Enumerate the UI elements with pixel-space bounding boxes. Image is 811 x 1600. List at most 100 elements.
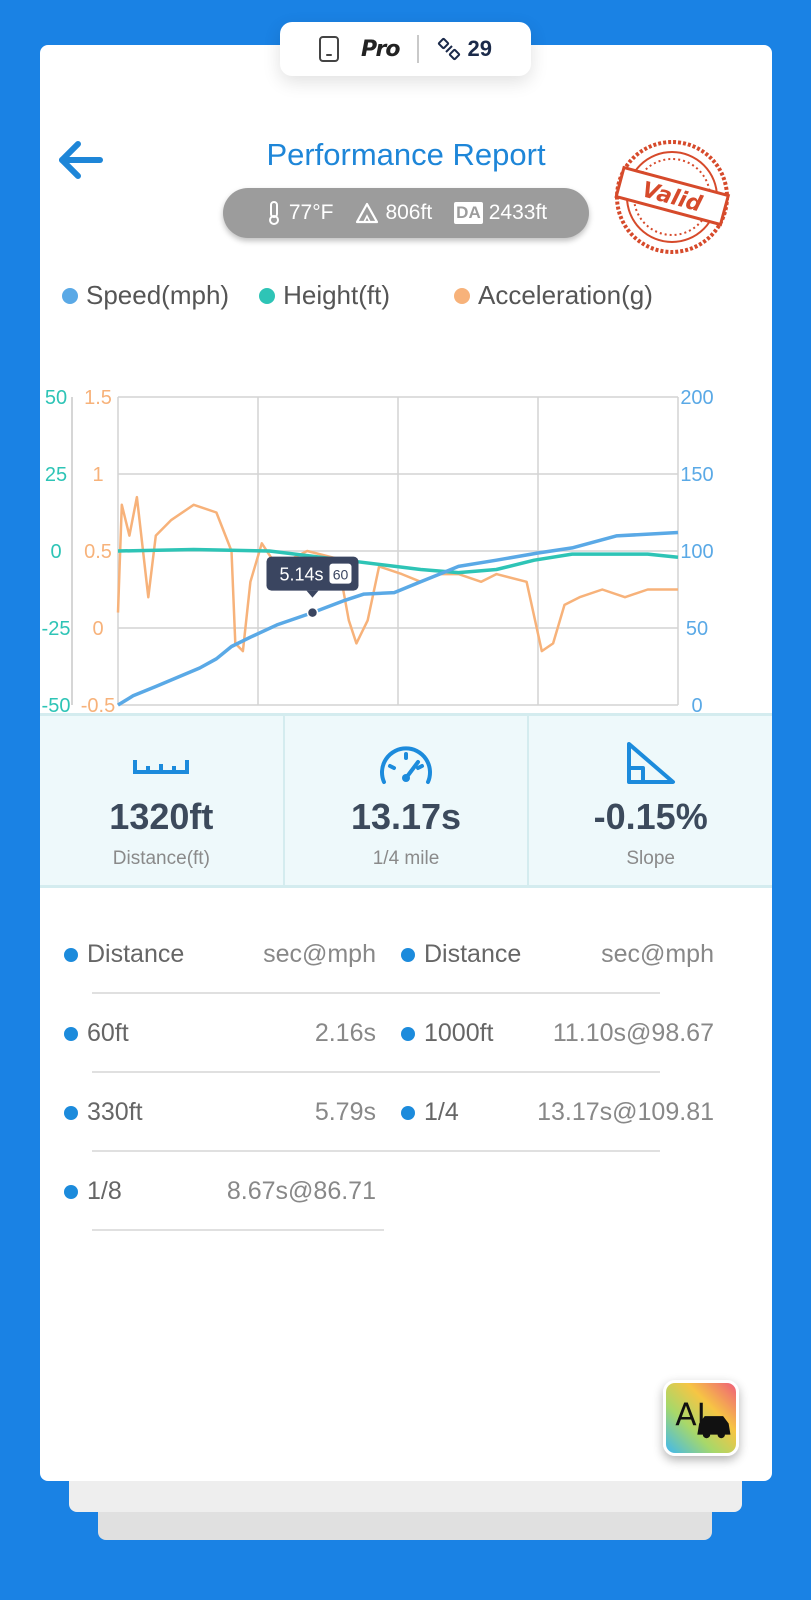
acceleration-axis-tick-label: 0.5 xyxy=(84,541,112,563)
split-distance: 1000ft xyxy=(424,1019,494,1047)
tooltip-time: 5.14s xyxy=(279,565,323,585)
conditions-pill: 77°F 806ft DA 2433ft xyxy=(223,188,589,238)
back-arrow-icon[interactable] xyxy=(54,137,106,183)
acceleration-axis-tick-label: 1.5 xyxy=(84,387,112,409)
series-line-acceleration-g xyxy=(116,495,678,653)
split-time: 2.16s xyxy=(314,1019,376,1047)
split-cell: 60ft 2.16s xyxy=(64,994,376,1073)
header-distance: Distance xyxy=(424,940,522,968)
chart-legend: Speed(mph) Height(ft) Acceleration(g) xyxy=(62,280,653,311)
speed-axis-tick-label: 150 xyxy=(680,464,713,486)
legend-dot xyxy=(259,287,276,304)
header-distance: Distance xyxy=(87,940,185,968)
temperature-value: 77°F xyxy=(288,201,334,224)
legend-label: Speed(mph) xyxy=(86,280,230,310)
table-row: 60ft 2.16s 1000ft 11.10s@98.67 xyxy=(62,994,752,1073)
legend-label: Acceleration(g) xyxy=(478,280,653,310)
header-time: sec@mph xyxy=(263,940,376,968)
stat-label: 1/4 mile xyxy=(372,848,440,869)
ruler-icon xyxy=(133,760,190,774)
table-row: 330ft 5.79s 1/4 13.17s@109.81 xyxy=(62,1073,752,1152)
legend-item-height[interactable]: Height(ft) xyxy=(259,280,390,311)
legend-label: Height(ft) xyxy=(283,280,390,310)
thermometer-icon xyxy=(268,201,279,225)
ai-assistant-button[interactable]: AI xyxy=(663,1380,739,1456)
row-divider xyxy=(92,992,660,994)
tooltip-marker xyxy=(306,606,319,619)
speed-axis-tick-label: 200 xyxy=(680,387,713,409)
speed-axis-tick-label: 50 xyxy=(686,618,708,640)
split-cell: 1000ft 11.10s@98.67 xyxy=(401,994,714,1073)
bullet-icon xyxy=(64,1026,78,1041)
bullet-icon xyxy=(64,1184,78,1199)
acceleration-axis-tick-label: 1 xyxy=(92,464,103,486)
altitude-value: 806ft xyxy=(385,201,433,224)
stat-label: Distance(ft) xyxy=(112,848,210,869)
legend-item-speed[interactable]: Speed(mph) xyxy=(62,280,229,311)
stat-label: Slope xyxy=(626,848,675,869)
bullet-icon xyxy=(64,1105,78,1120)
split-time: 5.79s xyxy=(314,1098,376,1126)
valid-stamp-icon: Valid xyxy=(614,140,731,254)
acceleration-axis-tick-label: -0.5 xyxy=(81,695,115,713)
header-cell-right: Distance sec@mph xyxy=(401,915,714,994)
series-line-speed-mph xyxy=(117,530,679,707)
page-title: Performance Report xyxy=(266,137,546,172)
height-axis-tick-label: 50 xyxy=(45,387,67,409)
tooltip-speed: 60 xyxy=(333,567,349,583)
slope-icon xyxy=(626,742,675,784)
stat-value: 13.17s xyxy=(350,796,462,837)
speed-axis-tick-label: 0 xyxy=(691,695,702,713)
legend-dot xyxy=(62,287,78,304)
bullet-icon xyxy=(64,947,78,962)
height-axis-tick-label: -50 xyxy=(42,695,71,713)
row-divider xyxy=(92,1071,660,1073)
status-pill: Pro 29 xyxy=(280,22,531,76)
split-distance: 1/4 xyxy=(424,1098,459,1126)
splits-table: Distance sec@mph Distance sec@mph 60ft 2… xyxy=(62,915,752,1231)
stat-value: -0.15% xyxy=(593,796,708,837)
height-axis-tick-label: 0 xyxy=(50,541,61,563)
table-header-row: Distance sec@mph Distance sec@mph xyxy=(62,915,752,994)
pro-badge: Pro xyxy=(361,36,400,62)
tooltip-speed-badge xyxy=(329,563,352,584)
split-cell: 1/4 13.17s@109.81 xyxy=(401,1073,714,1152)
header-time: sec@mph xyxy=(601,940,714,968)
acceleration-axis-tick-label: 0 xyxy=(92,618,103,640)
height-axis-tick-label: 25 xyxy=(45,464,67,486)
series-line-height-ft xyxy=(117,547,679,575)
performance-chart[interactable]: 50 25 0 -25 -50 1.5 1 0.5 0 -0.5 200 150 100 50 0 5.14s… xyxy=(40,323,772,713)
device-icon xyxy=(319,36,340,62)
satellite-icon xyxy=(438,37,461,61)
report-card: Performance Report Valid 77°F 806ft D xyxy=(40,45,772,1481)
height-axis-tick-label: -25 xyxy=(42,618,71,640)
car-icon xyxy=(697,1416,731,1439)
speedometer-icon xyxy=(380,746,432,784)
header-cell-left: Distance sec@mph xyxy=(64,915,376,994)
satellite-count: 29 xyxy=(467,36,492,61)
summary-stats: 1320ft Distance(ft) 13.17s 1/4 mile xyxy=(40,713,772,888)
split-time: 8.67s@86.71 xyxy=(226,1177,376,1205)
bullet-icon xyxy=(401,947,415,962)
table-row: 1/8 8.67s@86.71 xyxy=(62,1152,752,1231)
legend-dot xyxy=(454,287,470,304)
split-time: 13.17s@109.81 xyxy=(537,1098,714,1126)
density-altitude-icon: DA xyxy=(454,202,483,224)
density-altitude-value: 2433ft xyxy=(488,201,548,224)
row-divider xyxy=(92,1150,660,1152)
split-distance: 1/8 xyxy=(87,1177,122,1205)
mountain-icon xyxy=(356,202,379,224)
legend-item-acceleration[interactable]: Acceleration(g) xyxy=(454,280,653,311)
tooltip-pointer xyxy=(306,590,319,598)
split-cell: 1/8 8.67s@86.71 xyxy=(64,1152,376,1231)
stat-distance: 1320ft Distance(ft) xyxy=(40,716,285,885)
split-distance: 60ft xyxy=(87,1019,129,1047)
split-cell: 330ft 5.79s xyxy=(64,1073,376,1152)
speed-axis-tick-label: 100 xyxy=(680,541,713,563)
bullet-icon xyxy=(401,1105,415,1120)
split-distance: 330ft xyxy=(87,1098,143,1126)
stat-value: 1320ft xyxy=(109,796,214,837)
stat-slope: -0.15% Slope xyxy=(529,716,772,885)
row-divider xyxy=(92,1229,384,1231)
stat-quarter-mile: 13.17s 1/4 mile xyxy=(285,716,530,885)
